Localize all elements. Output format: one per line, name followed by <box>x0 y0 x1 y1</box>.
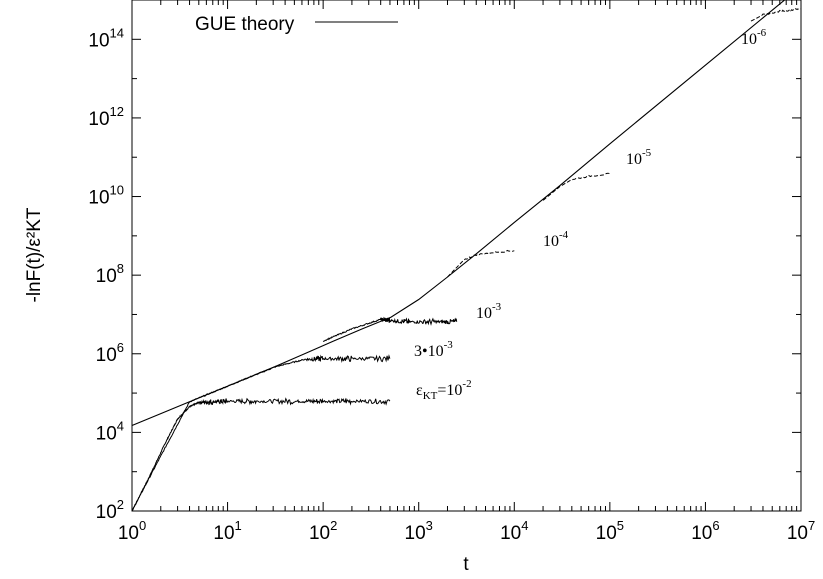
series-label-4: 10-4 <box>543 229 569 250</box>
y-tick-label: 1014 <box>88 25 124 51</box>
y-tick-label: 1010 <box>88 183 124 209</box>
theory-line <box>131 0 786 427</box>
plot-frame <box>131 0 802 512</box>
x-tick-label: 107 <box>787 518 815 544</box>
x-tick-label: 102 <box>309 518 337 544</box>
x-tick-label: 106 <box>691 518 719 544</box>
series-labels: εKT=10-2 3•10-3 10-3 10-4 10-5 10-6 <box>414 27 767 402</box>
x-axis-title: t <box>463 554 469 575</box>
series-label-2: 3•10-3 <box>414 339 453 360</box>
theory-layer <box>131 0 786 427</box>
series-label-5: 10-5 <box>626 147 652 168</box>
series-line-5 <box>542 172 611 201</box>
x-tick-label: 101 <box>213 518 241 544</box>
series-line-1 <box>131 397 391 512</box>
series-label-3: 10-3 <box>476 301 502 322</box>
x-tick-label: 105 <box>596 518 624 544</box>
series-layer <box>131 8 802 512</box>
y-tick-label: 106 <box>96 340 124 366</box>
series-label-6: 10-6 <box>741 27 767 48</box>
y-tick-label: 108 <box>96 261 124 287</box>
y-tick-label: 102 <box>96 497 124 523</box>
x-tick-label: 104 <box>500 518 528 544</box>
x-axis: 100 101 102 103 104 105 106 107 <box>118 0 815 544</box>
x-tick-label: 100 <box>118 518 146 544</box>
series-line-3 <box>322 316 458 343</box>
legend: GUE theory <box>195 14 398 35</box>
legend-label: GUE theory <box>195 14 295 35</box>
x-tick-label: 103 <box>405 518 433 544</box>
y-axis-title: -lnF(t)/ε²KT <box>24 207 45 302</box>
y-tick-label: 104 <box>96 418 124 444</box>
y-axis: 102 104 106 108 1010 1012 1014 <box>88 25 801 523</box>
series-line-4 <box>447 249 515 278</box>
series-line-6 <box>750 8 802 22</box>
series-label-1: εKT=10-2 <box>416 378 472 402</box>
y-tick-label: 1012 <box>88 104 124 130</box>
